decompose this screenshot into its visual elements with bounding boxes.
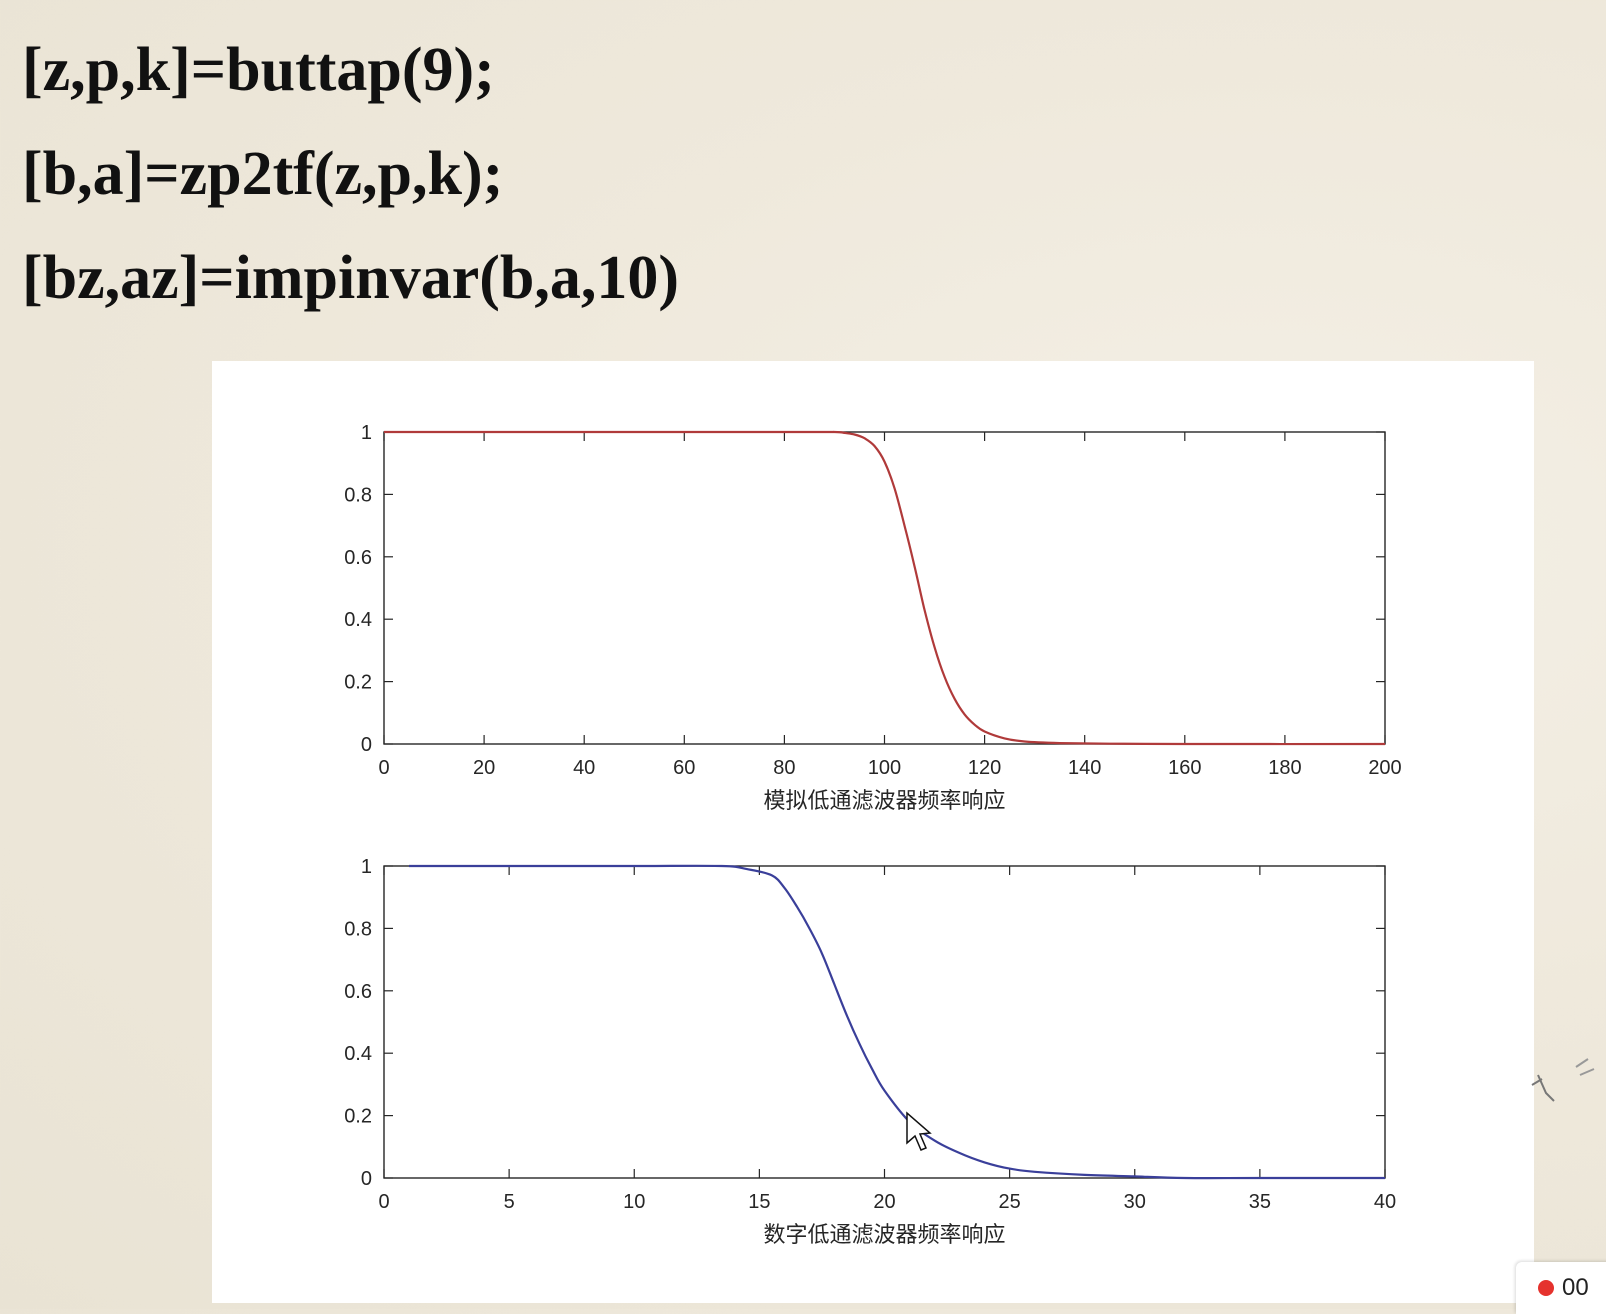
subplot-1: 0 20 40 60 80 100 120 140 160 180 200 0 0.2 0.4 0.6 0.8… bbox=[344, 422, 1402, 814]
x-tick-label: 20 bbox=[873, 1191, 895, 1213]
pen-scribble-icon bbox=[1531, 1058, 1595, 1102]
y-tick-label: 0.6 bbox=[344, 547, 372, 569]
series-line bbox=[409, 864, 1385, 1180]
y-tick-label: 0.2 bbox=[344, 672, 372, 694]
recording-badge[interactable]: 00 bbox=[1516, 1262, 1606, 1314]
x-axis-label: 数字低通滤波器频率响应 bbox=[763, 1223, 1005, 1248]
x-axis-label: 模拟低通滤波器频率响应 bbox=[763, 789, 1005, 814]
x-tick-label: 20 bbox=[473, 757, 495, 779]
x-tick-label: 60 bbox=[673, 757, 695, 779]
x-tick-label: 200 bbox=[1368, 757, 1401, 779]
plot-frame bbox=[383, 431, 1386, 745]
y-tick-label: 0.2 bbox=[344, 1106, 372, 1128]
x-tick-label: 0 bbox=[378, 1191, 389, 1213]
x-tick-label: 80 bbox=[773, 757, 795, 779]
x-tick-label: 0 bbox=[378, 757, 389, 779]
x-tick-label: 35 bbox=[1249, 1191, 1271, 1213]
x-tick-label: 15 bbox=[748, 1191, 770, 1213]
plot-frame bbox=[383, 865, 1386, 1179]
x-tick-label: 5 bbox=[504, 1191, 515, 1213]
x-tick-label: 180 bbox=[1268, 757, 1301, 779]
y-tick-label: 0.6 bbox=[344, 981, 372, 1003]
x-tick-label: 40 bbox=[1374, 1191, 1396, 1213]
x-tick-label: 10 bbox=[623, 1191, 645, 1213]
code-line-3: [bz,az]=impinvar(b,a,10) bbox=[22, 244, 679, 312]
y-tick-label: 0.8 bbox=[344, 918, 372, 940]
y-tick-label: 0.4 bbox=[344, 609, 372, 631]
y-tick-label: 1 bbox=[361, 422, 372, 444]
y-tick-label: 1 bbox=[361, 856, 372, 878]
x-tick-label: 25 bbox=[999, 1191, 1021, 1213]
x-tick-label: 40 bbox=[573, 757, 595, 779]
record-dot-icon bbox=[1538, 1280, 1554, 1296]
recording-time: 00 bbox=[1562, 1274, 1589, 1301]
y-tick-label: 0 bbox=[361, 1168, 372, 1190]
subplot-2: 0 5 10 15 20 25 30 35 40 0 0.2 0.4 0.6 0.8 1 数字低通滤波器频率响… bbox=[344, 856, 1396, 1248]
code-block: [z,p,k]=buttap(9); [b,a]=zp2tf(z,p,k); [… bbox=[22, 18, 679, 330]
y-tick-label: 0.4 bbox=[344, 1043, 372, 1065]
code-line-2: [b,a]=zp2tf(z,p,k); bbox=[22, 140, 504, 208]
y-tick-label: 0 bbox=[361, 734, 372, 756]
x-tick-label: 30 bbox=[1124, 1191, 1146, 1213]
series-line bbox=[384, 430, 1386, 746]
x-tick-label: 100 bbox=[868, 757, 901, 779]
x-tick-label: 120 bbox=[968, 757, 1001, 779]
frequency-response-figure: 0 20 40 60 80 100 120 140 160 180 20000.20.40.60.8… bbox=[344, 422, 1402, 1248]
mouse-cursor-icon bbox=[906, 1111, 932, 1151]
y-tick-label: 0.8 bbox=[344, 484, 372, 506]
figure-panel: 0 20 40 60 80 100 120 140 160 180 200 0 0.2 0.4 0.6 0.8… bbox=[212, 361, 1534, 1303]
x-tick-label: 140 bbox=[1068, 757, 1101, 779]
code-line-1: [z,p,k]=buttap(9); bbox=[22, 36, 495, 104]
x-tick-label: 160 bbox=[1168, 757, 1201, 779]
